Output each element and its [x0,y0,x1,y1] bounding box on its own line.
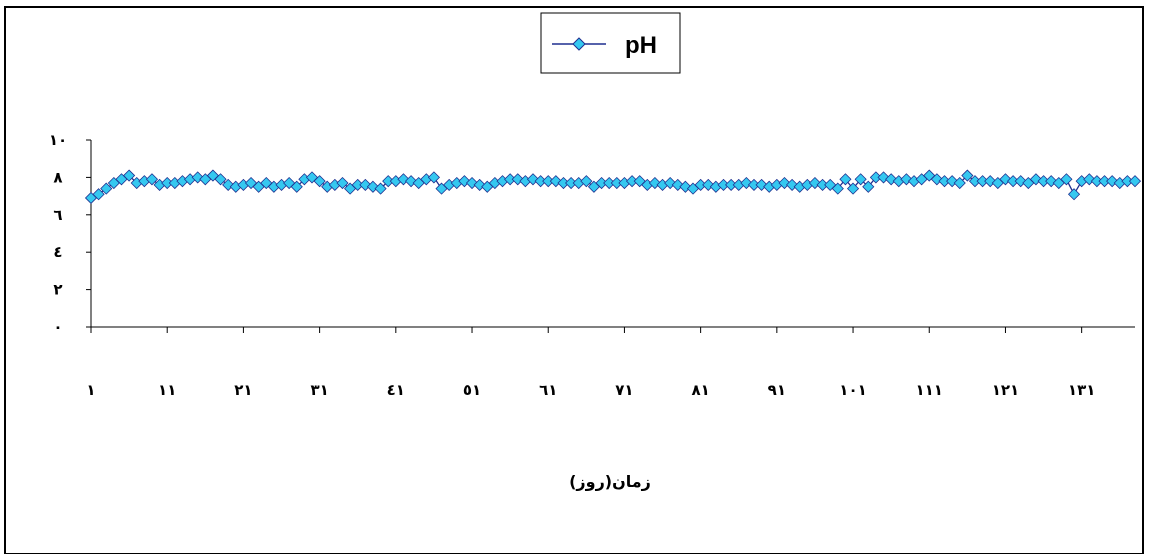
legend-label: pH [625,32,657,59]
data-point-marker [900,173,913,186]
data-point-marker [1083,173,1096,186]
data-point-marker [92,188,105,201]
data-point-marker [1128,175,1142,188]
data-point-marker [930,173,943,186]
data-point-marker [374,182,387,195]
data-point-marker [831,182,844,195]
x-tick-label: ۱۰۱ [839,381,866,399]
x-tick-label: ٥۱ [463,381,481,399]
data-point-marker [1067,188,1081,201]
data-point-marker [549,175,562,188]
data-point-marker [397,173,410,186]
x-ticks: ۱ ۱۱ ۲۱ ۳۱ ٤۱ ٥۱ ٦۱ ۷۱ ۸۱ ۹۱ ۱۰۱ ۱۱۱ ۱۲۱ ۱۳۱ [86,327,1095,399]
data-point-marker [359,178,372,191]
y-tick-label: ۸ [53,168,62,186]
data-point-marker [214,173,227,186]
data-point-marker [961,169,974,182]
data-point-marker [290,180,303,193]
legend: pH [540,12,681,74]
data-point-marker [305,171,319,184]
data-point-marker [671,178,684,191]
data-point-marker [862,180,875,193]
y-tick-label: ۲ [53,281,62,299]
data-point-marker [1106,175,1119,188]
x-tick-label: ۹۱ [768,381,786,399]
data-point-marker [953,176,966,190]
y-tick-label: ۱۰ [49,131,67,149]
data-point-marker [984,175,997,188]
x-tick-label: ۱ [86,381,95,399]
data-point-marker [427,171,440,184]
data-point-marker [145,173,159,186]
x-tick-label: ۱۲۱ [992,381,1019,399]
y-ticks: ۰ ۲ ٤ ٦ ۸ ۱۰ [49,131,91,336]
data-point-marker [1060,173,1073,186]
data-point-marker [877,171,890,184]
chart-border [4,6,1144,554]
axes [90,140,1135,328]
x-tick-label: ٦۱ [539,381,557,399]
y-tick-label: ۰ [53,318,62,336]
legend-diamond-marker [572,37,586,51]
data-point-marker [740,176,753,190]
x-tick-label: ۱۱ [158,381,176,399]
data-point-marker [465,176,479,190]
data-point-marker [755,178,768,191]
x-tick-label: ۳۱ [310,381,328,399]
data-point-marker [222,178,235,191]
data-point-marker [846,182,860,195]
x-tick-label: ٤۱ [387,381,405,399]
x-tick-label: ۱۱۱ [916,381,943,399]
data-point-marker [808,176,822,190]
data-point-marker [633,175,646,188]
data-point-marker [1045,175,1058,188]
x-tick-label: ۱۳۱ [1068,381,1095,399]
data-point-marker [313,175,326,188]
y-tick-label: ٦ [53,206,62,224]
legend-box [540,12,681,74]
data-point-marker [100,182,113,195]
x-tick-label: ۲۱ [234,381,252,399]
data-point-marker [854,173,867,186]
data-point-marker [511,173,524,186]
data-point-marker [580,175,593,188]
x-tick-label: ۷۱ [615,381,633,399]
data-point-marker [123,169,136,182]
x-axis-title: زمان(روز) [569,472,651,491]
y-tick-label: ٤ [53,243,62,261]
series-ph [84,169,1142,205]
data-point-marker [778,176,791,190]
data-point-marker [839,173,852,186]
x-tick-label: ۸۱ [691,381,709,399]
data-point-marker [336,176,349,190]
